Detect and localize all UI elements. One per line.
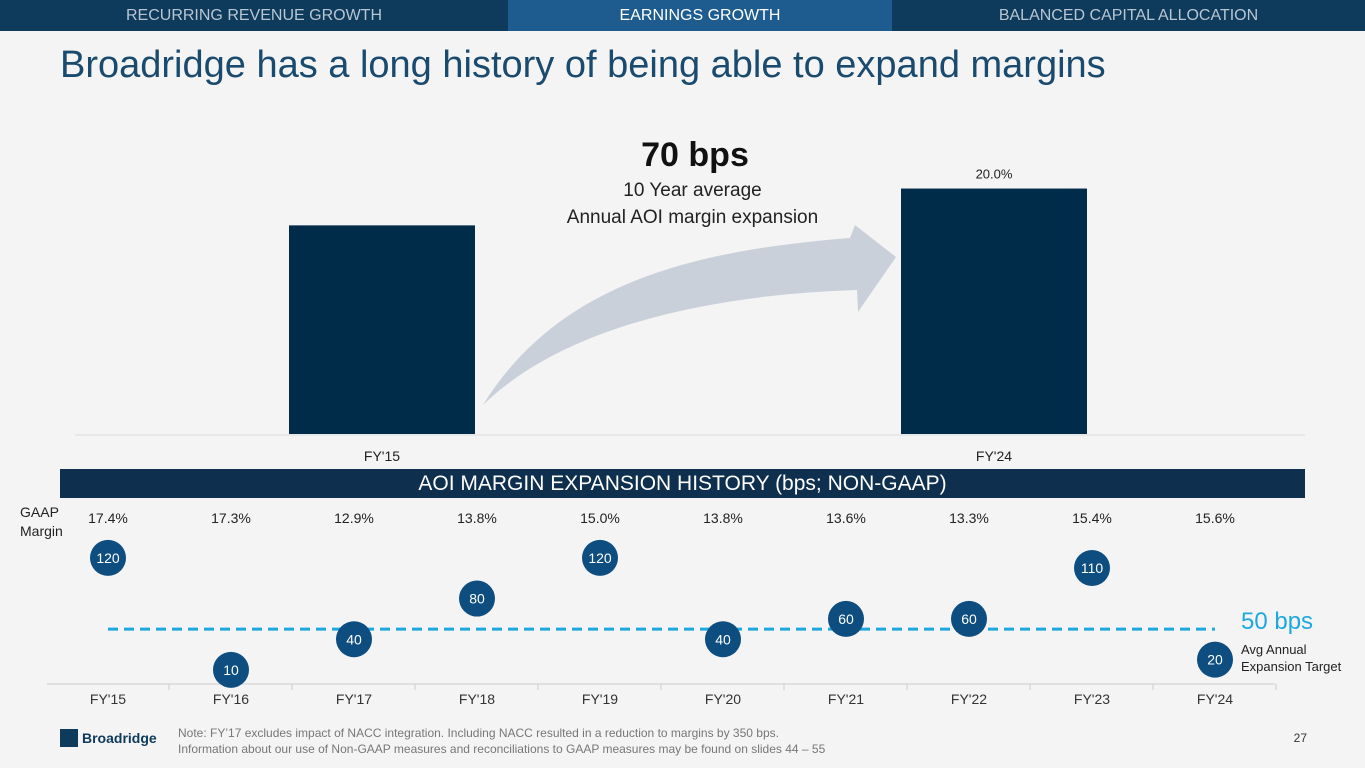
gaap-margin-value: 12.9% — [334, 510, 374, 526]
dot-tick-label: FY'22 — [951, 691, 987, 707]
dot-value-label: 20 — [1207, 652, 1223, 668]
tab-recurring-revenue[interactable]: RECURRING REVENUE GROWTH — [125, 6, 382, 24]
section-tabs: RECURRING REVENUE GROWTH EARNINGS GROWTH… — [0, 0, 1365, 31]
dot-value-label: 40 — [346, 631, 362, 647]
dot-value-label: 60 — [838, 611, 854, 627]
dot-tick-label: FY'20 — [705, 691, 741, 707]
gaap-margin-value: 15.0% — [580, 510, 620, 526]
dot-value-label: 60 — [961, 611, 977, 627]
dot-tick-label: FY'23 — [1074, 691, 1110, 707]
gaap-margin-label: GAAP Margin — [20, 504, 63, 539]
bar-tick-label: FY'24 — [976, 448, 1012, 464]
dot-FY'23 — [1074, 550, 1110, 587]
bar-FY'24 — [901, 188, 1087, 434]
callout-line2: Annual AOI margin expansion — [566, 207, 819, 228]
target-value: 50 bps — [1241, 608, 1314, 635]
dot-value-label: 120 — [588, 550, 612, 566]
dot-value-label: 40 — [715, 631, 731, 647]
dot-FY'22 — [951, 600, 987, 637]
footnote-line1: Note: FY’17 excludes impact of NACC inte… — [178, 726, 779, 740]
dot-value-label: 120 — [96, 550, 120, 566]
dot-FY'24 — [1197, 641, 1233, 678]
gaap-margin-value: 15.6% — [1195, 510, 1235, 526]
callout-line1: 10 Year average — [623, 180, 762, 201]
dot-FY'17 — [336, 621, 372, 658]
gaap-margin-value: 15.4% — [1072, 510, 1112, 526]
dot-FY'16 — [213, 651, 249, 688]
dot-tick-label: FY'17 — [336, 691, 372, 707]
bar-data-label: 20.0% — [976, 167, 1013, 182]
dot-FY'20 — [705, 621, 741, 658]
dot-tick-label: FY'16 — [213, 691, 249, 707]
logo-icon — [60, 729, 78, 747]
dot-tick-label: FY'15 — [90, 691, 126, 707]
dot-FY'15 — [90, 539, 126, 576]
dot-value-label: 80 — [469, 591, 485, 607]
target-label: Avg Annual Expansion Target — [1241, 641, 1341, 675]
footnote: Note: FY’17 excludes impact of NACC inte… — [178, 725, 825, 757]
gaap-margin-value: 13.8% — [703, 510, 743, 526]
footnote-line2: Information about our use of Non-GAAP me… — [178, 742, 826, 756]
dot-tick-label: FY'21 — [828, 691, 864, 707]
gaap-margin-value: 17.4% — [88, 510, 128, 526]
dot-FY'21 — [828, 600, 864, 637]
gaap-margin-value: 13.8% — [457, 510, 497, 526]
arrow-shape — [483, 225, 896, 405]
bar-FY'15 — [289, 225, 475, 434]
dot-value-label: 10 — [223, 662, 239, 678]
section-banner: AOI MARGIN EXPANSION HISTORY (bps; NON-G… — [60, 469, 1305, 498]
broadridge-logo: Broadridge — [60, 729, 157, 747]
dot-FY'19 — [582, 539, 618, 576]
dot-tick-label: FY'18 — [459, 691, 495, 707]
gaap-margin-value: 13.6% — [826, 510, 866, 526]
dot-value-label: 110 — [1081, 560, 1104, 576]
bar-tick-label: FY'15 — [364, 448, 400, 464]
gaap-margin-value: 13.3% — [949, 510, 989, 526]
callout-value: 70 bps — [641, 136, 749, 174]
dot-tick-label: FY'24 — [1197, 691, 1233, 707]
page-number: 27 — [1293, 731, 1307, 745]
target-label-line1: Avg Annual — [1241, 642, 1307, 657]
dot-tick-label: FY'19 — [582, 691, 618, 707]
logo-text: Broadridge — [82, 730, 157, 746]
tab-capital-allocation[interactable]: BALANCED CAPITAL ALLOCATION — [998, 6, 1259, 24]
target-label-line2: Expansion Target — [1241, 659, 1342, 674]
dot-FY'18 — [459, 580, 495, 617]
page-title: Broadridge has a long history of being a… — [60, 44, 1106, 86]
gaap-margin-value: 17.3% — [211, 510, 251, 526]
tab-earnings-growth[interactable]: EARNINGS GROWTH — [508, 0, 892, 31]
